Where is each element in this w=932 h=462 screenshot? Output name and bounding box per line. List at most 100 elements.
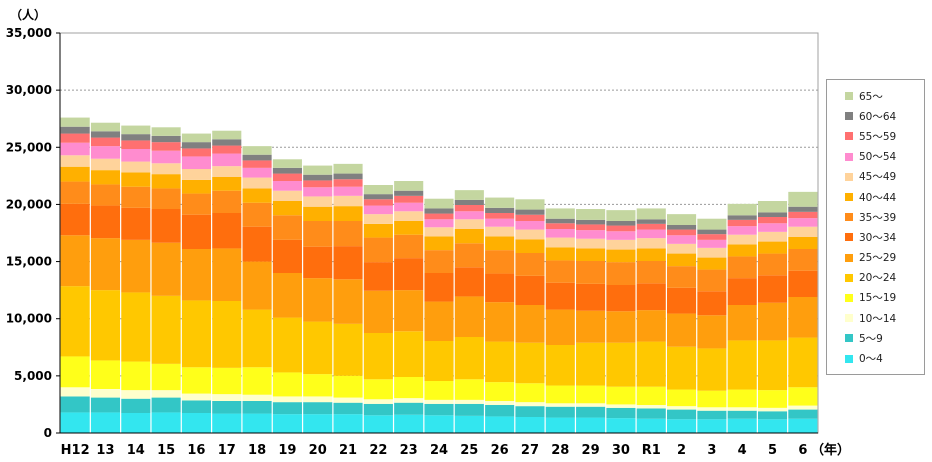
x-tick-label: R1 (642, 443, 661, 458)
bar-segment (606, 311, 636, 343)
bar-segment (424, 219, 454, 228)
bar-segment (212, 190, 242, 213)
bar-segment (242, 154, 272, 161)
bar-segment (788, 387, 818, 406)
bar-segment (242, 394, 272, 401)
bar-segment (242, 261, 272, 310)
legend-item: 60～64 (827, 106, 924, 126)
bar-segment (515, 209, 545, 215)
bar-segment (454, 403, 484, 416)
bar-segment (515, 239, 545, 253)
bar-segment (181, 133, 211, 143)
x-tick-label: 22 (369, 443, 387, 458)
bar-segment (121, 207, 151, 240)
bar-segment (121, 292, 151, 362)
x-tick-label: H12 (61, 443, 90, 458)
bar-segment (60, 166, 90, 182)
bar-segment (424, 399, 454, 404)
bar-segment (151, 397, 181, 413)
bar-segment (576, 261, 606, 284)
bar-segment (757, 407, 788, 412)
bar-segment (394, 211, 424, 221)
bar-segment (515, 383, 545, 403)
bar-segment (90, 122, 121, 132)
bar-segment (636, 223, 666, 230)
bar-segment (576, 403, 606, 407)
bar-segment (121, 239, 151, 293)
bar-segment (272, 167, 302, 174)
bar-segment (242, 202, 272, 227)
bar-segment (121, 186, 151, 208)
x-tick-label: 23 (400, 443, 418, 458)
bar-segment (181, 193, 211, 215)
bar-segment (454, 243, 484, 268)
bar-segment (60, 396, 90, 413)
bar-segment (363, 205, 393, 215)
bar-segment (242, 367, 272, 395)
bar-segment (727, 305, 757, 341)
x-tick-label: 18 (248, 443, 266, 458)
bar-segment (485, 382, 515, 401)
bar-segment (424, 213, 454, 220)
bar-segment (667, 235, 697, 244)
bar-segment (181, 148, 211, 157)
bar-segment (333, 173, 363, 180)
bar-segment (242, 177, 272, 189)
bar-segment (485, 273, 515, 303)
legend-label: 10～14 (859, 312, 897, 325)
bar-segment (606, 418, 636, 433)
legend-item: 35～39 (827, 207, 924, 227)
bar-segment (515, 417, 545, 433)
bar-segment (394, 202, 424, 212)
bar-segment (424, 273, 454, 302)
legend-swatch (845, 314, 853, 323)
bar-segment (788, 405, 818, 410)
bar-segment (424, 341, 454, 381)
bar-segment (272, 414, 302, 433)
bar-segment (242, 146, 272, 155)
bar-segment (545, 345, 575, 386)
y-tick-label: 10,000 (6, 312, 52, 326)
legend-swatch (845, 132, 853, 141)
bar-segment (424, 236, 454, 251)
bar-segment (121, 413, 151, 433)
bar-segment (697, 218, 727, 230)
bar-segment (394, 258, 424, 291)
bar-segment (727, 215, 757, 220)
bar-segment (545, 403, 575, 407)
bar-segment (454, 190, 484, 200)
bar-segment (727, 389, 757, 408)
bar-segment (606, 404, 636, 408)
bar-segment (363, 262, 393, 291)
bar-segment (697, 291, 727, 316)
legend-item: 45～49 (827, 167, 924, 187)
bar-segment (727, 244, 757, 257)
bar-segment (363, 379, 393, 400)
bar-segment (545, 309, 575, 345)
legend-label: 35～39 (859, 211, 897, 224)
bar-segment (212, 153, 242, 167)
bar-stacks (60, 117, 818, 433)
bar-segment (606, 210, 636, 221)
bar-segment (272, 402, 302, 415)
bar-segment (667, 287, 697, 314)
bar-segment (757, 253, 788, 276)
bar-segment (606, 262, 636, 285)
x-tick-label: 30 (612, 443, 630, 458)
x-tick-label: 29 (582, 443, 600, 458)
bar-segment (757, 231, 788, 242)
bar-segment (363, 399, 393, 404)
bar-segment (636, 261, 666, 284)
bar-segment (212, 213, 242, 249)
bar-segment (363, 415, 393, 433)
x-tick-label: 14 (127, 443, 145, 458)
bar-segment (151, 142, 181, 151)
bar-segment (545, 218, 575, 224)
bar-segment (485, 207, 515, 213)
bar-segment (90, 397, 121, 413)
bar-segment (121, 125, 151, 135)
bar-segment (121, 149, 151, 162)
bar-segment (181, 156, 211, 169)
bar-segment (606, 239, 636, 250)
bar-segment (363, 185, 393, 195)
